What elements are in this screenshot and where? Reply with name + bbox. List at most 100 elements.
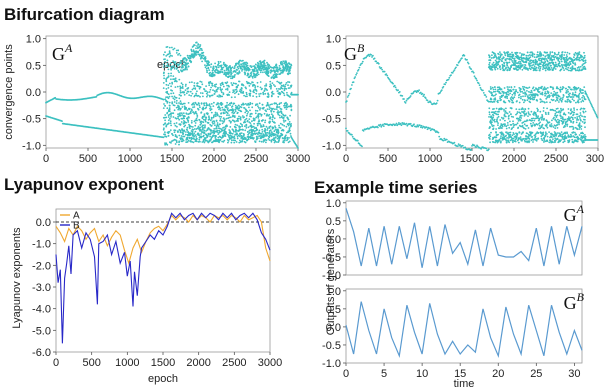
data-point <box>493 65 496 67</box>
data-point <box>578 51 581 53</box>
data-point <box>206 71 209 74</box>
data-point <box>181 64 184 67</box>
data-point <box>372 54 374 57</box>
data-point <box>549 53 552 55</box>
data-point <box>219 88 222 91</box>
data-point <box>213 122 216 124</box>
data-point <box>277 134 279 137</box>
data-point <box>570 112 573 115</box>
data-point <box>532 60 535 62</box>
data-point <box>543 59 546 61</box>
data-point <box>254 63 257 66</box>
data-point <box>489 59 492 62</box>
data-point <box>531 136 534 138</box>
data-point <box>172 134 174 137</box>
data-point <box>536 107 539 110</box>
data-point <box>375 60 378 63</box>
data-point <box>278 106 281 108</box>
data-point <box>247 138 250 141</box>
data-point <box>192 53 194 56</box>
data-point <box>217 88 219 90</box>
data-point <box>526 87 529 89</box>
data-point <box>167 75 170 78</box>
data-point <box>201 120 203 123</box>
data-point <box>538 91 541 93</box>
data-point <box>542 54 545 57</box>
data-point <box>556 53 558 56</box>
data-point <box>497 101 499 104</box>
data-point <box>223 61 225 64</box>
data-point <box>175 122 178 124</box>
data-point <box>377 62 380 65</box>
data-point <box>556 65 559 68</box>
data-point <box>255 90 258 92</box>
data-point <box>208 115 210 118</box>
data-point <box>233 76 236 78</box>
data-point <box>200 81 203 83</box>
panel-label-base: G <box>52 44 65 64</box>
data-point <box>569 92 571 95</box>
data-point <box>255 126 257 129</box>
data-point <box>438 135 441 138</box>
data-point <box>484 94 487 96</box>
data-point <box>566 132 569 135</box>
data-point <box>194 122 197 124</box>
data-point <box>170 114 173 116</box>
data-point <box>171 95 174 98</box>
data-point <box>537 138 539 140</box>
data-point <box>177 63 179 66</box>
data-point <box>437 131 440 134</box>
data-point <box>185 121 188 124</box>
data-point <box>398 91 401 93</box>
data-point <box>557 59 560 62</box>
data-point <box>190 121 193 124</box>
data-point <box>288 127 291 129</box>
data-point <box>173 104 176 107</box>
data-point <box>211 85 214 87</box>
data-point <box>283 121 285 123</box>
data-point <box>491 121 493 124</box>
data-point <box>233 111 236 114</box>
data-point <box>240 110 243 113</box>
data-point <box>254 76 257 78</box>
data-point <box>582 92 584 94</box>
data-point <box>373 57 376 60</box>
data-point <box>251 106 254 109</box>
data-point <box>550 64 552 67</box>
data-point <box>194 102 197 104</box>
data-point <box>529 62 531 65</box>
data-point <box>537 132 540 134</box>
data-point <box>254 109 257 112</box>
data-point <box>494 68 497 71</box>
data-point <box>197 108 200 111</box>
data-point <box>61 120 63 122</box>
data-point <box>233 120 236 123</box>
data-point <box>494 90 497 93</box>
data-point <box>167 93 170 96</box>
data-point <box>571 125 574 128</box>
data-point <box>271 103 273 106</box>
data-point <box>510 66 512 68</box>
data-point <box>510 58 513 61</box>
data-point <box>409 95 412 97</box>
data-point <box>501 60 503 63</box>
data-point <box>555 111 558 114</box>
data-point <box>583 86 586 88</box>
data-point <box>210 86 213 89</box>
data-point <box>552 99 555 101</box>
data-point <box>255 67 257 70</box>
data-point <box>194 134 197 137</box>
data-point <box>556 99 559 102</box>
data-point <box>379 123 382 126</box>
data-point <box>541 92 544 94</box>
data-point <box>498 66 501 69</box>
data-point <box>201 83 204 86</box>
data-point <box>442 139 445 142</box>
data-point <box>196 137 198 140</box>
data-point <box>202 118 205 121</box>
data-point <box>511 134 514 137</box>
data-point <box>236 90 238 93</box>
data-point <box>420 124 423 127</box>
data-point <box>245 137 247 140</box>
data-point <box>531 55 534 58</box>
